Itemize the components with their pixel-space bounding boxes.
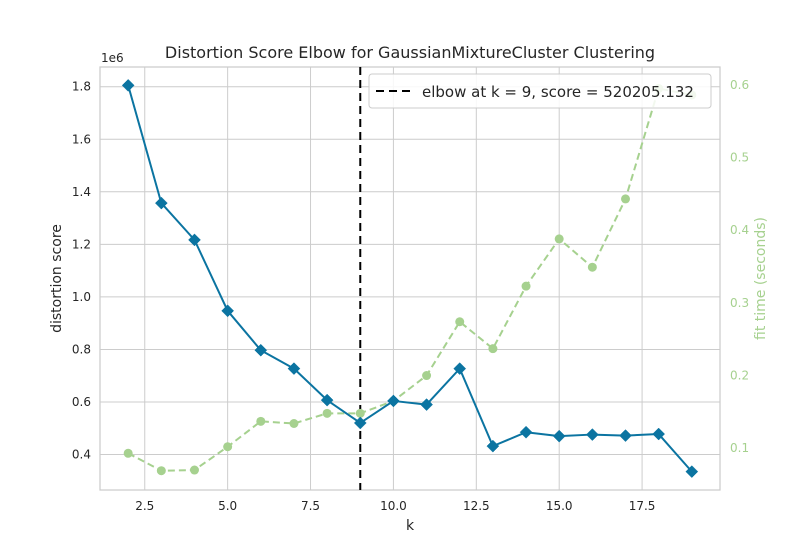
distortion-point (387, 394, 400, 408)
y2-tick-label: 0.5 (730, 150, 749, 164)
x-tick-label: 17.5 (629, 499, 656, 513)
distortion-point (320, 393, 334, 407)
y-tick-label: 1.6 (72, 132, 91, 146)
distortion-point (552, 429, 566, 443)
distortion-point (188, 233, 201, 247)
y2-tick-label: 0.3 (730, 296, 749, 310)
series-layer (121, 79, 699, 478)
fit-time-point (289, 418, 299, 428)
fit-time-line (127, 87, 693, 472)
x-tick-label: 12.5 (463, 499, 490, 513)
x-tick-label: 15.0 (546, 499, 573, 513)
distortion-point (287, 362, 301, 375)
distortion-point (619, 429, 632, 442)
distortion-point (685, 465, 699, 478)
y-tick-label: 1.2 (72, 237, 91, 251)
distortion-point (420, 398, 433, 411)
legend: elbow at k = 9, score = 520205.132 (368, 73, 712, 109)
distortion-point (519, 425, 533, 439)
y2-tick-label: 0.4 (730, 223, 749, 237)
tick-labels: 2.5 5.0 7.5 10.0 12.5 15.0 17.5 0.4 0.6 0.8 1.0 1.2… (72, 78, 749, 513)
fit-time-point (554, 234, 564, 244)
distortion-point (353, 416, 367, 430)
fit-time-point (223, 442, 233, 452)
x-tick-label: 5.0 (218, 499, 237, 513)
x-tick-label: 10.0 (380, 499, 407, 513)
plot-frame (99, 66, 721, 491)
y-offset-label: 1e6 (101, 51, 124, 65)
distortion-point (486, 439, 500, 453)
x-axis-label: k (406, 518, 415, 534)
distortion-point (585, 428, 599, 441)
fit-time-point (355, 408, 365, 418)
y-tick-label: 1.0 (72, 290, 91, 304)
y2-tick-label: 0.1 (730, 441, 749, 455)
distortion-point (453, 362, 467, 375)
distortion-point (154, 196, 168, 210)
legend-box (368, 73, 712, 109)
y-tick-label: 1.4 (72, 185, 91, 199)
fit-time-point (189, 465, 199, 475)
fit-time-point (422, 371, 432, 381)
y-tick-label: 0.8 (72, 342, 91, 356)
legend-elbow-label: elbow at k = 9, score = 520205.132 (422, 83, 694, 101)
fit-time-point (322, 408, 332, 418)
y2-axis-label: fit time (seconds) (753, 217, 769, 340)
fit-time-point (587, 262, 597, 272)
y-axis-label: distortion score (49, 224, 65, 333)
x-tick-label: 2.5 (135, 499, 154, 513)
fit-time-point (521, 281, 531, 291)
x-tick-label: 7.5 (301, 499, 320, 513)
fit-time-point (123, 448, 133, 458)
distortion-point (254, 343, 268, 357)
fit-time-point (488, 344, 498, 354)
y2-tick-label: 0.6 (730, 78, 749, 92)
distortion-point (121, 79, 135, 92)
chart-title: Distortion Score Elbow for GaussianMixtu… (165, 43, 655, 62)
fit-time-point (455, 317, 465, 327)
distortion-point (221, 304, 235, 318)
y-tick-label: 1.8 (72, 80, 91, 94)
y-tick-label: 0.6 (72, 395, 91, 409)
grid-lines (100, 67, 720, 490)
fit-time-point (156, 466, 166, 476)
distortion-point (652, 427, 666, 441)
distortion-line (127, 85, 693, 473)
y2-tick-label: 0.2 (730, 369, 749, 383)
fit-time-point (621, 194, 631, 204)
fit-time-point (256, 416, 266, 426)
y-tick-label: 0.4 (72, 448, 91, 462)
